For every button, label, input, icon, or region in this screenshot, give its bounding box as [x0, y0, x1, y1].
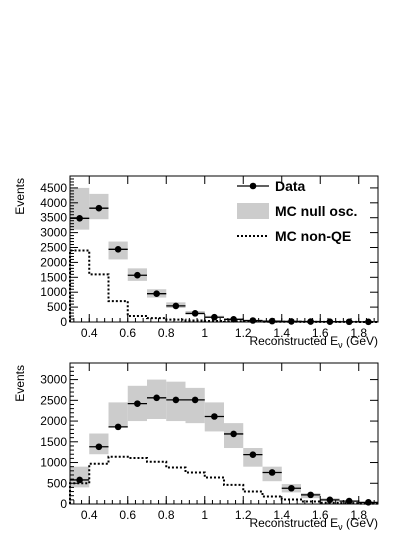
x-tick-label: 0.8 — [158, 508, 175, 522]
data-point — [153, 290, 160, 297]
mc-null-osc-band-bin — [70, 187, 90, 230]
data-point — [76, 476, 83, 484]
y-tick-label: 2500 — [40, 393, 67, 407]
y-tick-label: 4000 — [40, 196, 67, 210]
data-point — [211, 413, 218, 420]
data-point — [134, 400, 141, 407]
y-tick-label: 1500 — [40, 435, 67, 449]
legend-band-swatch — [237, 203, 269, 219]
legend-label: MC null osc. — [275, 203, 357, 219]
data-point — [307, 491, 314, 499]
x-tick-label: 0.4 — [81, 326, 98, 340]
x-tick-label: 1.8 — [350, 508, 367, 522]
x-tick-label: 1.2 — [235, 326, 252, 340]
data-point — [134, 271, 141, 279]
x-tick-label: 1.2 — [235, 508, 252, 522]
bottom-chart-panel: 0 500 1000 1500 2000 2500 3000 0.4 0.6 0.8 1 1.2 1.4… — [13, 362, 379, 532]
data-point — [191, 396, 199, 404]
y-tick-label: 1000 — [40, 456, 67, 470]
x-tick-label: 0.4 — [81, 508, 98, 522]
x-tick-label: 1.8 — [350, 326, 367, 340]
y-axis-title: Events — [13, 365, 27, 402]
data-point — [76, 215, 83, 222]
mc-null-osc-band-bin — [108, 402, 128, 428]
x-tick-label: 1.6 — [312, 326, 329, 340]
y-axis-title: Events — [13, 178, 27, 215]
x-tick-label: 1.4 — [273, 326, 290, 340]
y-tick-label: 500 — [47, 300, 67, 314]
data-point — [191, 310, 199, 317]
x-axis-title: Reconstructed Eν (GeV) — [249, 516, 378, 532]
data-point — [288, 484, 295, 492]
y-tick-label: 4500 — [40, 181, 67, 195]
mc-non-qe-step-line — [69, 249, 378, 323]
data-point — [95, 204, 103, 212]
data-point — [268, 469, 276, 476]
y-tick-label: 3000 — [40, 373, 67, 387]
data-point — [230, 430, 237, 438]
legend-label: Data — [275, 178, 306, 194]
x-axis-title: Reconstructed Eν (GeV) — [249, 334, 378, 350]
y-tick-label: 500 — [47, 476, 67, 490]
mc-non-qe-step-line — [69, 455, 378, 505]
legend-label: MC non-QE — [275, 228, 351, 244]
y-tick-label: 1500 — [40, 270, 67, 284]
y-tick-label: 2000 — [40, 414, 67, 428]
y-tick-label: 3500 — [40, 211, 67, 225]
x-tick-label: 1 — [201, 326, 208, 340]
y-tick-label: 2500 — [40, 241, 67, 255]
x-tick-label: 0.6 — [119, 326, 136, 340]
y-tick-label: 2000 — [40, 255, 67, 269]
data-point — [114, 245, 122, 253]
y-tick-label: 1000 — [40, 285, 67, 299]
x-tick-label: 1.4 — [273, 508, 290, 522]
plot-frame — [69, 175, 379, 323]
x-tick-label: 1.6 — [312, 508, 329, 522]
data-point — [95, 443, 103, 451]
data-point — [172, 302, 180, 310]
data-point — [172, 396, 180, 404]
x-tick-label: 0.8 — [158, 326, 175, 340]
data-point — [114, 423, 122, 431]
x-tick-label: 0.6 — [119, 508, 136, 522]
data-point — [249, 451, 257, 458]
y-tick-label: 0 — [60, 315, 67, 329]
data-point — [153, 394, 160, 402]
mc-null-osc-band-bin — [185, 387, 205, 424]
y-tick-label: 0 — [60, 497, 67, 511]
x-tick-label: 1 — [201, 508, 208, 522]
y-tick-label: 3000 — [40, 226, 67, 240]
legend-data-marker — [249, 182, 257, 190]
